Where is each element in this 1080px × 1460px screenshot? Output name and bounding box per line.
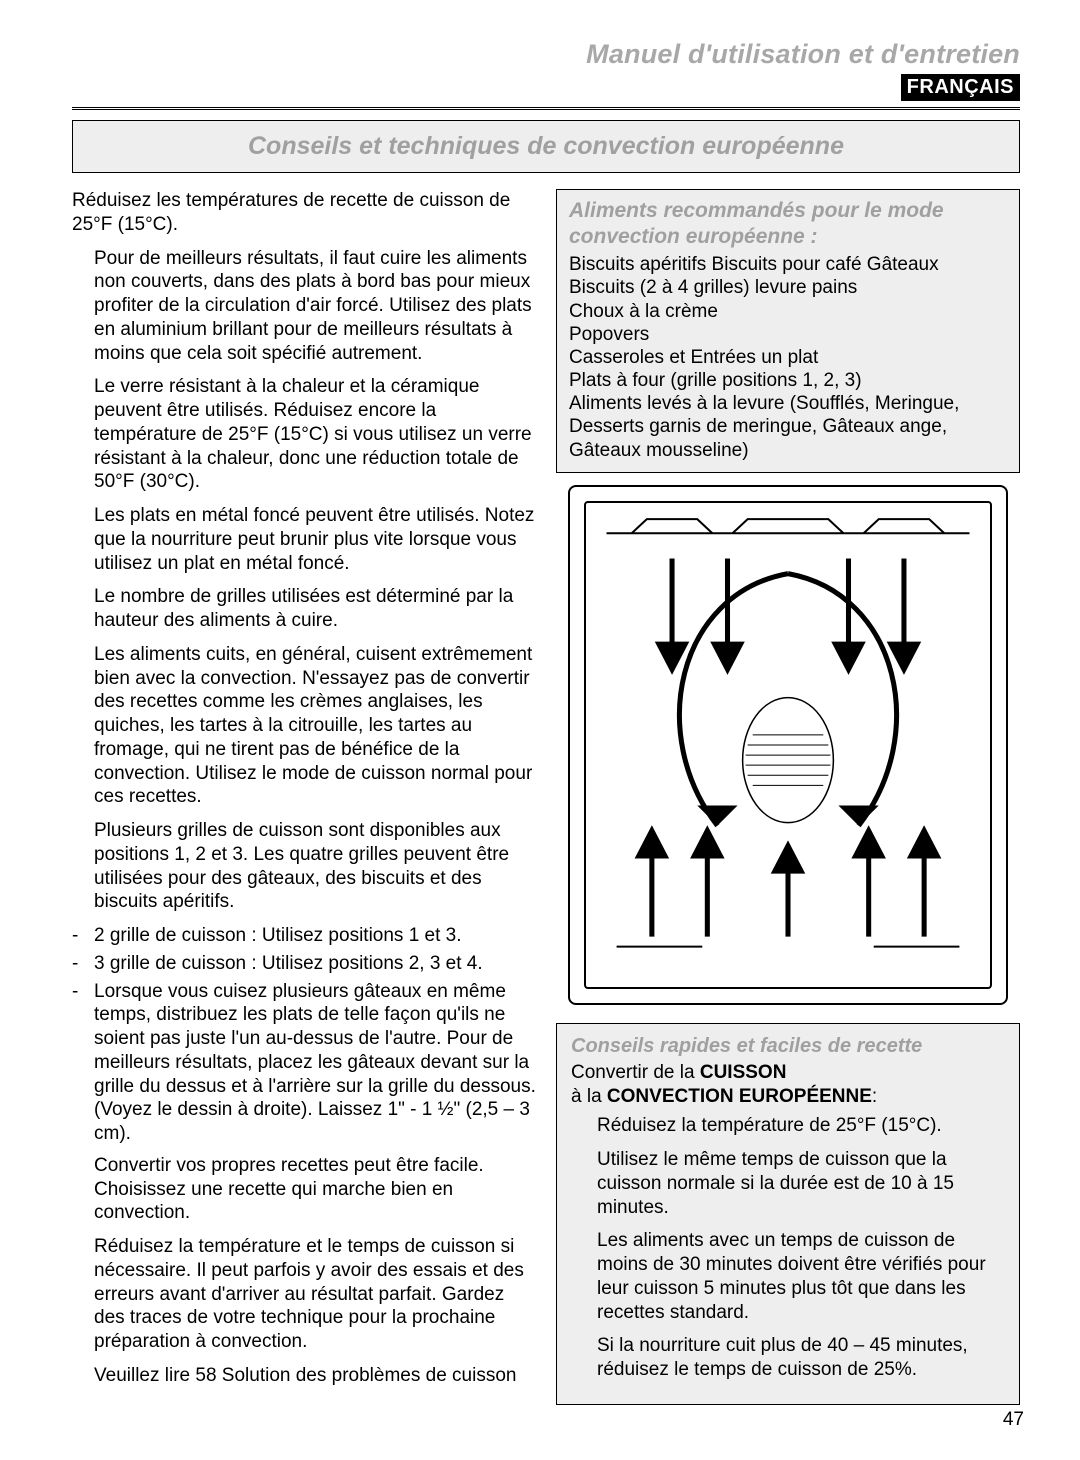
tip-item: Si la nourriture cuit plus de 40 – 45 mi… (597, 1334, 1005, 1382)
left-paragraphs: Pour de meilleurs résultats, il faut cui… (94, 247, 540, 915)
tips-box-title: Conseils rapides et faciles de recette (571, 1034, 1005, 1059)
body-paragraph: Le nombre de grilles utilisées est déter… (94, 585, 540, 633)
foods-line: Casseroles et Entrées un plat (569, 346, 1007, 369)
page-header: Manuel d'utilisation et d'entretien FRAN… (72, 38, 1020, 101)
tips-box: Conseils rapides et faciles de recette C… (556, 1023, 1020, 1405)
body-paragraph: Plusieurs grilles de cuisson sont dispon… (94, 819, 540, 914)
header-rule (72, 107, 1020, 110)
foods-line: Choux à la crème (569, 300, 1007, 323)
tip-item: Les aliments avec un temps de cuisson de… (597, 1229, 1005, 1324)
tip-item: Réduisez la température de 25°F (15°C). (597, 1114, 1005, 1138)
tips-list: Réduisez la température de 25°F (15°C). … (597, 1114, 1005, 1382)
tips-sub-1: Convertir de la CUISSON (571, 1061, 1005, 1085)
language-tag: FRANÇAIS (901, 74, 1020, 101)
body-paragraph: Les plats en métal foncé peuvent être ut… (94, 504, 540, 575)
foods-box-title: Aliments recommandés pour le mode convec… (569, 198, 1007, 249)
body-paragraph: Convertir vos propres recettes peut être… (94, 1154, 540, 1225)
foods-line: Popovers (569, 323, 1007, 346)
foods-line: Biscuits apéritifs Biscuits pour café Gâ… (569, 253, 1007, 276)
body-paragraph: Veuillez lire 58 Solution des problèmes … (94, 1364, 540, 1388)
section-title: Conseils et techniques de convection eur… (72, 120, 1020, 173)
left-after-paragraphs: Convertir vos propres recettes peut être… (94, 1154, 540, 1388)
list-item: -Lorsque vous cuisez plusieurs gâteaux e… (72, 980, 540, 1146)
oven-diagram (568, 485, 1008, 1005)
page-number: 47 (1003, 1408, 1024, 1432)
dash-list: -2 grille de cuisson : Utilisez position… (72, 924, 540, 1146)
intro-text: Réduisez les températures de recette de … (72, 189, 540, 237)
oven-svg (586, 503, 990, 987)
tips-sub-2: à la CONVECTION EUROPÉENNE: (571, 1085, 1005, 1109)
foods-line: Plats à four (grille positions 1, 2, 3) (569, 369, 1007, 392)
list-item: -2 grille de cuisson : Utilisez position… (72, 924, 540, 948)
content-columns: Réduisez les températures de recette de … (72, 189, 1020, 1405)
left-column: Réduisez les températures de recette de … (72, 189, 540, 1398)
right-column: Aliments recommandés pour le mode convec… (556, 189, 1020, 1405)
tip-item: Utilisez le même temps de cuisson que la… (597, 1148, 1005, 1219)
body-paragraph: Les aliments cuits, en général, cuisent … (94, 643, 540, 809)
body-paragraph: Le verre résistant à la chaleur et la cé… (94, 375, 540, 494)
foods-line: Biscuits (2 à 4 grilles) levure pains (569, 276, 1007, 299)
body-paragraph: Réduisez la température et le temps de c… (94, 1235, 540, 1354)
foods-line: Aliments levés à la levure (Soufflés, Me… (569, 392, 1007, 462)
manual-title: Manuel d'utilisation et d'entretien (72, 38, 1020, 72)
body-paragraph: Pour de meilleurs résultats, il faut cui… (94, 247, 540, 366)
list-item: -3 grille de cuisson : Utilisez position… (72, 952, 540, 976)
foods-box: Aliments recommandés pour le mode convec… (556, 189, 1020, 473)
